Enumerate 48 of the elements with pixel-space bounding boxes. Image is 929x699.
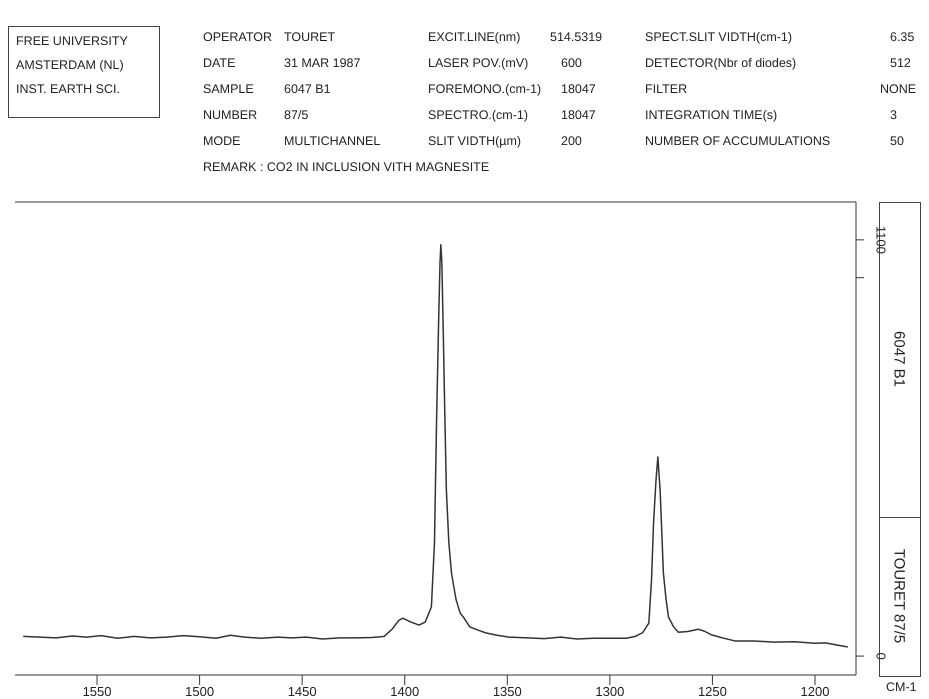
y-tick-label: 0 [874,652,889,660]
text: 6047 B1 [890,331,908,387]
text: 6047 B1 [284,82,331,96]
text: 18047 [561,108,596,122]
text: 512 [890,56,911,70]
text: 600 [561,56,582,70]
x-tick-label: 1350 [492,684,522,699]
text: EXCIT.LINE(nm) [428,30,520,44]
x-tick-label: 1550 [82,684,112,699]
text: SPECT.SLIT VIDTH(cm-1) [645,30,792,44]
x-tick-label: 1200 [800,684,830,699]
text: SLIT VIDTH(µm) [428,134,522,148]
text: NUMBER [203,108,258,122]
text: MULTICHANNEL [284,134,380,148]
text: DATE [203,56,236,70]
text: INTEGRATION TIME(s) [645,108,778,122]
text: NONE [880,82,916,96]
text: 18047 [561,82,596,96]
x-tick-label: 1450 [288,684,317,699]
y-tick-label: 1100 [874,226,889,254]
line-series [22,244,849,648]
text: INST. EARTH SCI. [16,82,120,96]
text: 200 [561,134,582,148]
text: MODE [203,134,240,148]
text: NUMBER OF ACCUMULATIONS [645,134,830,148]
text: LASER POV.(mV) [428,56,528,70]
text: FILTER [645,82,688,96]
text: 50 [890,134,904,148]
text: 514.5319 [550,30,602,44]
x-tick-label: 1500 [185,684,214,699]
text: DETECTOR(Nbr of diodes) [645,56,796,70]
text: TOURET 87/5 [890,548,908,644]
text: SAMPLE [203,82,254,96]
x-axis-title: CM-1 [886,680,917,694]
x-tick-label: 1250 [698,684,727,699]
text: 6.35 [890,30,914,44]
text: SPECTRO.(cm-1) [428,108,528,122]
text: FREE UNIVERSITY [16,34,128,48]
text: 31 MAR 1987 [284,56,360,70]
text: AMSTERDAM (NL) [16,58,124,72]
x-tick-label: 1400 [390,684,420,699]
text: FOREMONO.(cm-1) [428,82,542,96]
text: OPERATOR [203,30,272,44]
text: TOURET [284,30,336,44]
text: 87/5 [284,108,308,122]
text: 3 [890,108,897,122]
x-tick-label: 1300 [595,684,624,699]
text: REMARK : CO2 IN INCLUSION VITH MAGNESITE [203,160,490,174]
